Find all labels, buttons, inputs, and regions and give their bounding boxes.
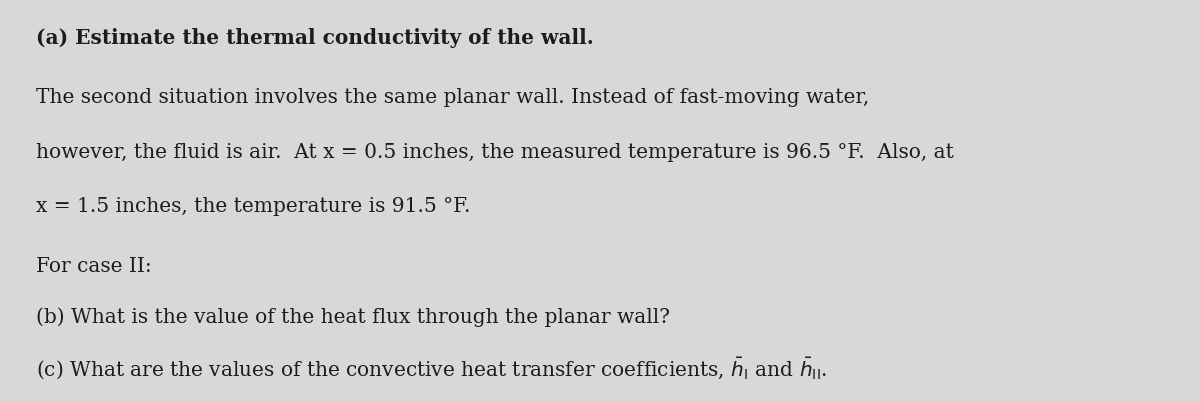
Text: For case II:: For case II:: [36, 257, 151, 275]
Text: The second situation involves the same planar wall. Instead of fast-moving water: The second situation involves the same p…: [36, 88, 869, 107]
Text: (b) What is the value of the heat flux through the planar wall?: (b) What is the value of the heat flux t…: [36, 307, 670, 326]
Text: (a) Estimate the thermal conductivity of the wall.: (a) Estimate the thermal conductivity of…: [36, 28, 594, 48]
Text: x = 1.5 inches, the temperature is 91.5 °F.: x = 1.5 inches, the temperature is 91.5 …: [36, 196, 470, 215]
Text: (c) What are the values of the convective heat transfer coefficients, $\bar{h}_{: (c) What are the values of the convectiv…: [36, 355, 827, 381]
Text: however, the fluid is air.  At x = 0.5 inches, the measured temperature is 96.5 : however, the fluid is air. At x = 0.5 in…: [36, 142, 954, 161]
